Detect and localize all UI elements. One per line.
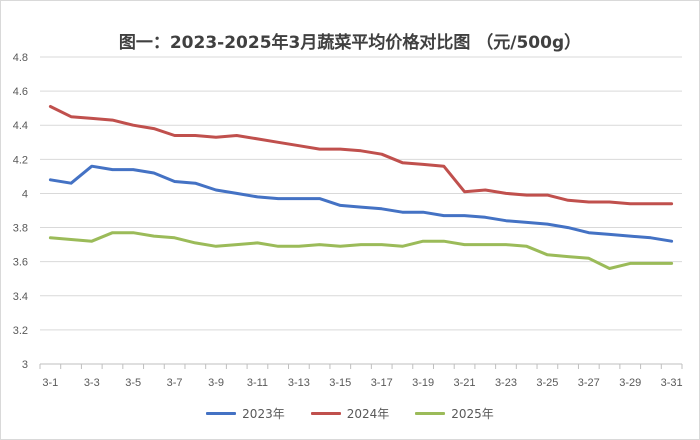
legend-item-2023: 2023年 [206,405,285,422]
y-tick-label: 4.6 [13,86,28,98]
series-line-0 [48,164,674,243]
x-tick-label: 3-1 [42,377,58,389]
y-tick-label: 4.4 [13,120,28,132]
x-tick-label: 3-25 [536,377,558,389]
y-tick-label: 3.8 [13,223,28,235]
x-tick-label: 3-3 [84,377,100,389]
x-tick-label: 3-15 [329,377,351,389]
legend-swatch-2023 [206,412,237,415]
y-tick-label: 3.6 [13,257,28,269]
legend: 2023年 2024年 2025年 [0,405,700,422]
y-tick-label: 3.2 [13,325,28,337]
x-axis: 3-1 3-3 3-5 3-7 3-9 3-11 3-13 3-15 3-17 3-19 3-21 3… [39,363,683,389]
series-line-1 [48,105,674,206]
x-tick-label: 3-9 [208,377,224,389]
legend-label-2023: 2023年 [242,407,285,421]
y-tick-label: 4.8 [13,52,28,64]
gridlines [40,56,682,331]
series-lines [48,105,674,270]
x-tick-label: 3-19 [412,377,434,389]
legend-item-2024: 2024年 [310,405,390,422]
x-tick-label: 3-5 [125,377,141,389]
x-tick-label: 3-29 [619,377,641,389]
y-tick-label: 3 [22,359,28,371]
y-tick-label: 4.2 [13,154,28,166]
y-axis-ticks: 3 3.2 3.4 3.6 3.8 4 4.2 4.4 4.6 4.8 [13,52,28,371]
y-tick-label: 3.4 [13,291,28,303]
y-tick-label: 4 [22,188,28,200]
legend-item-2025: 2025年 [415,405,494,422]
legend-swatch-2024 [310,412,341,415]
chart-title: 图一：2023-2025年3月蔬菜平均价格对比图 （元/500g） [118,33,582,53]
x-tick-label: 3-7 [167,377,183,389]
x-tick-label: 3-17 [371,377,393,389]
legend-label-2024: 2024年 [346,407,390,421]
legend-label-2025: 2025年 [451,407,494,421]
x-tick-label: 3-27 [578,377,600,389]
x-tick-label: 3-31 [661,377,683,389]
x-tick-label: 3-23 [495,377,517,389]
x-tick-label: 3-13 [288,377,310,389]
legend-swatch-2025 [415,412,446,415]
x-tick-label: 3-21 [454,377,476,389]
x-tick-label: 3-11 [247,377,268,389]
series-line-2 [48,231,674,270]
